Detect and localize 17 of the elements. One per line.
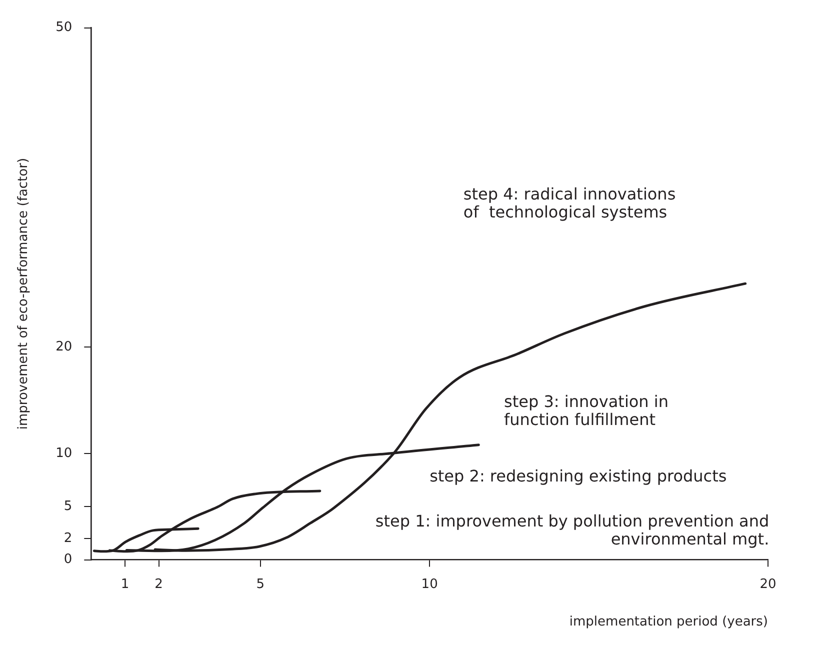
x-tick-label: 2 — [154, 576, 163, 592]
annotation: step 4: radical innovations of technological systems — [463, 184, 676, 222]
y-tick-label: 10 — [56, 446, 72, 461]
y-tick-label: 5 — [64, 498, 72, 514]
x-tick-label: 5 — [256, 576, 264, 592]
y-tick-label: 2 — [64, 530, 72, 546]
x-tick-label: 10 — [421, 576, 438, 592]
annotation: step 3: innovation in function fulfillment — [504, 392, 668, 430]
x-tick-label: 1 — [120, 576, 130, 592]
x-axis-title: implementation period (years) — [569, 614, 768, 630]
annotation: step 2: redesigning existing products — [430, 466, 727, 486]
y-tick-label: 0 — [64, 552, 72, 568]
y-axis-title: improvement of eco-performance (factor) — [16, 158, 32, 430]
y-tick-label: 50 — [56, 20, 72, 36]
annotation: step 1: improvement by pollution prevention and environmental mgt. — [375, 512, 770, 549]
y-tick-label: 20 — [56, 339, 72, 354]
x-tick-label: 20 — [760, 576, 776, 592]
